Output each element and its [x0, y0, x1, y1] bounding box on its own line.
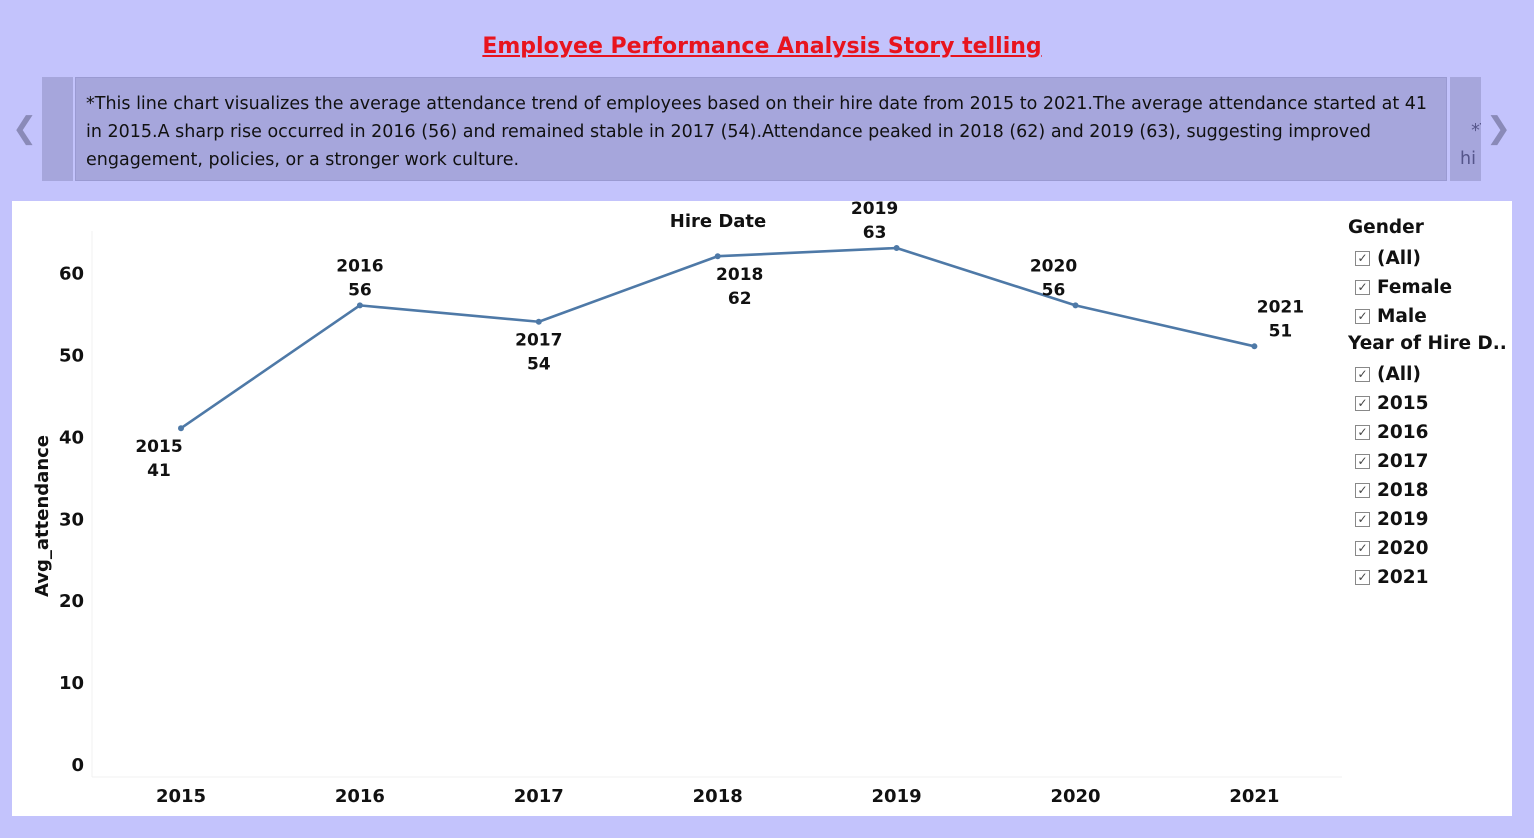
filter-option-label: (All)	[1377, 364, 1421, 385]
filter-panel: Gender ✓ (All) ✓ Female ✓ Male Year of Hire D..…	[1348, 215, 1508, 592]
data-label-value: 51	[1269, 321, 1293, 341]
filter-option-label: Female	[1377, 277, 1453, 298]
x-tick-label: 2020	[1050, 786, 1100, 807]
checkbox-checked-icon[interactable]: ✓	[1355, 454, 1370, 469]
chart-title: Hire Date	[670, 211, 767, 232]
data-label-value: 63	[863, 223, 887, 243]
checkbox-checked-icon[interactable]: ✓	[1355, 367, 1370, 382]
filter-option[interactable]: ✓ 2020	[1348, 534, 1508, 563]
data-label-year: 2018	[716, 265, 763, 285]
checkbox-checked-icon[interactable]: ✓	[1355, 425, 1370, 440]
data-label-value: 62	[728, 289, 752, 309]
data-point	[178, 425, 184, 432]
previous-caption-card[interactable]	[42, 77, 73, 181]
y-tick-label: 10	[59, 673, 84, 694]
x-tick-label: 2018	[693, 786, 743, 807]
data-label-year: 2021	[1257, 297, 1304, 317]
filter-option[interactable]: ✓ Female	[1348, 273, 1508, 302]
filter-option-label: 2015	[1377, 393, 1429, 414]
checkbox-checked-icon[interactable]: ✓	[1355, 483, 1370, 498]
next-caption-card[interactable]: *T hi co	[1450, 77, 1481, 181]
x-tick-label: 2015	[156, 786, 206, 807]
data-point	[535, 318, 542, 325]
data-point	[356, 302, 363, 309]
data-label-year: 2017	[515, 331, 562, 351]
filter-option-label: 2016	[1377, 422, 1429, 443]
filter-option[interactable]: ✓ 2017	[1348, 447, 1508, 476]
checkbox-checked-icon[interactable]: ✓	[1355, 541, 1370, 556]
y-tick-label: 50	[59, 346, 84, 367]
next-caption-preview: *T hi co	[1460, 121, 1481, 181]
chevron-left-icon[interactable]: ❮	[12, 111, 38, 146]
y-tick-label: 30	[59, 509, 84, 530]
filter-option-label: Male	[1377, 306, 1427, 327]
y-tick-label: 40	[59, 427, 84, 448]
filter-option[interactable]: ✓ (All)	[1348, 360, 1508, 389]
story-title: Employee Performance Analysis Story tell…	[482, 34, 1042, 59]
filter-title: Gender	[1348, 217, 1424, 238]
x-tick-label: 2016	[335, 786, 385, 807]
y-axis-label: Avg_attendance	[32, 435, 53, 597]
chart-panel: Hire Date Avg_attendance 0 10 20 30 40 50 60 2015…	[12, 201, 1512, 816]
data-point	[1251, 343, 1258, 350]
filter-option-label: 2020	[1377, 538, 1429, 559]
filter-option-label: 2019	[1377, 509, 1429, 530]
x-tick-label: 2019	[872, 786, 922, 807]
chevron-right-icon[interactable]: ❯	[1486, 111, 1512, 146]
story-caption-text: *This line chart visualizes the average …	[86, 94, 1428, 170]
filter-option[interactable]: ✓ 2016	[1348, 418, 1508, 447]
y-tick-label: 60	[59, 264, 84, 285]
data-label-value: 56	[1042, 280, 1066, 300]
checkbox-checked-icon[interactable]: ✓	[1355, 396, 1370, 411]
y-tick-label: 20	[59, 591, 84, 612]
filter-option-label: 2018	[1377, 480, 1429, 501]
line-chart: Hire Date Avg_attendance 0 10 20 30 40 50 60 2015…	[32, 201, 1342, 807]
checkbox-checked-icon[interactable]: ✓	[1355, 309, 1370, 324]
filter-option[interactable]: ✓ (All)	[1348, 244, 1508, 273]
checkbox-checked-icon[interactable]: ✓	[1355, 280, 1370, 295]
filter-option[interactable]: ✓ 2015	[1348, 389, 1508, 418]
checkbox-checked-icon[interactable]: ✓	[1355, 251, 1370, 266]
y-tick-label: 0	[71, 755, 84, 776]
data-label-value: 54	[527, 355, 551, 375]
data-point	[714, 253, 721, 260]
data-point	[893, 245, 900, 252]
filter-option[interactable]: ✓ 2019	[1348, 505, 1508, 534]
data-label-year: 2016	[336, 256, 383, 276]
filter-option-label: (All)	[1377, 248, 1421, 269]
data-label-year: 2015	[135, 437, 182, 457]
data-label-value: 41	[147, 461, 171, 481]
data-label-year: 2020	[1030, 256, 1077, 276]
filter-title: Year of Hire D..	[1348, 333, 1507, 354]
story-caption-card[interactable]: *This line chart visualizes the average …	[75, 77, 1447, 181]
x-tick-label: 2017	[514, 786, 564, 807]
data-label-value: 56	[348, 280, 372, 300]
data-point	[1072, 302, 1079, 309]
filter-option[interactable]: ✓ Male	[1348, 302, 1508, 331]
filter-option-label: 2021	[1377, 567, 1429, 588]
checkbox-checked-icon[interactable]: ✓	[1355, 570, 1370, 585]
x-tick-label: 2021	[1229, 786, 1279, 807]
filter-option[interactable]: ✓ 2021	[1348, 563, 1508, 592]
filter-option[interactable]: ✓ 2018	[1348, 476, 1508, 505]
filter-option-label: 2017	[1377, 451, 1429, 472]
data-label-year: 2019	[851, 201, 898, 219]
checkbox-checked-icon[interactable]: ✓	[1355, 512, 1370, 527]
